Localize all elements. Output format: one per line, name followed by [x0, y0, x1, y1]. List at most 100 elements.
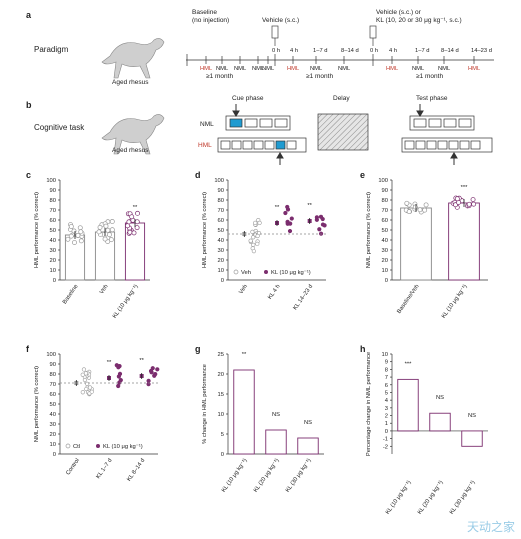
timeline-tick-label: NML	[216, 66, 229, 72]
y-tick-label: 60	[50, 392, 56, 398]
data-point	[89, 389, 94, 394]
timeline-tick-label: NML	[338, 66, 351, 72]
y-tick-label: 80	[50, 372, 56, 378]
y-axis-label: NML performance (% correct)	[366, 192, 372, 268]
data-point	[412, 204, 418, 210]
y-tick-label: 90	[50, 362, 56, 368]
y-tick-label: 80	[50, 198, 56, 204]
data-point	[251, 235, 256, 240]
y-tick-label: 40	[382, 238, 388, 244]
data-point	[71, 228, 77, 234]
month-label-1: ≥1 month	[206, 73, 233, 80]
y-tick-label: -2	[383, 444, 388, 450]
y-tick-label: 20	[382, 258, 388, 264]
y-tick-label: 8	[385, 367, 388, 373]
data-point	[85, 381, 90, 386]
data-point	[253, 220, 258, 225]
data-point	[134, 225, 140, 231]
data-point	[417, 207, 423, 213]
data-point	[80, 390, 85, 395]
monkey-icon	[101, 114, 165, 155]
y-tick-label: 0	[221, 278, 224, 284]
significance-label: ***	[461, 185, 469, 191]
y-tick-label: 9	[385, 360, 388, 366]
panel-label-e: e	[360, 170, 365, 180]
legend-label: KL (10 μg kg⁻¹)	[103, 444, 143, 450]
data-point	[72, 240, 77, 245]
data-point	[150, 366, 155, 371]
y-tick-label: 2	[385, 414, 388, 420]
panel-label-b: b	[26, 100, 32, 110]
data-point	[287, 228, 293, 234]
cognitive-label: Cognitive task	[34, 123, 85, 132]
cue-phase: Cue phase	[232, 95, 264, 102]
timeline-time-label: 4 h	[389, 48, 397, 54]
x-tick-label: KL 8–14 d	[126, 458, 146, 483]
nml-label: NML	[200, 121, 214, 128]
panel-label-h: h	[360, 344, 366, 354]
data-point	[78, 229, 84, 235]
y-tick-label: 60	[218, 218, 224, 224]
data-point	[126, 219, 132, 225]
chart-panel-e: 0 10 20 30 40 50 60 70 80 90 100 NML performance (%…	[366, 178, 488, 320]
x-tick-label: KL 1–7 d	[96, 458, 114, 480]
monkey-icon	[101, 38, 165, 79]
data-point	[103, 223, 109, 229]
data-point	[68, 224, 74, 229]
data-point	[471, 201, 477, 207]
data-point	[135, 210, 140, 216]
y-tick-label: 100	[46, 178, 56, 184]
y-tick-label: 20	[50, 432, 56, 438]
y-tick-label: 80	[218, 198, 224, 204]
timeline-tick-label: NML	[262, 66, 275, 72]
timeline-tick-label: HML	[468, 66, 481, 72]
timeline-time-label: 8–14 d	[341, 48, 359, 54]
vehicle-sc: Vehicle (s.c.)	[262, 17, 299, 24]
data-point	[422, 207, 428, 213]
y-tick-label: 90	[218, 188, 224, 194]
paradigm-animal: Aged rhesus	[112, 79, 149, 86]
data-point	[82, 377, 88, 383]
y-tick-label: 10	[218, 268, 224, 274]
y-tick-label: 90	[382, 188, 388, 194]
data-point	[153, 371, 158, 377]
significance-label: **	[133, 205, 138, 211]
significance-label: **	[242, 352, 247, 358]
data-point	[318, 231, 324, 236]
significance-label: NS	[468, 413, 476, 419]
y-tick-label: 1	[385, 421, 388, 427]
y-axis-label: HML performance (% correct)	[34, 192, 40, 268]
x-tick-label: Control	[65, 458, 81, 477]
data-point	[251, 249, 256, 254]
x-tick-label: KL 14–23 d	[292, 284, 314, 312]
data-point	[68, 233, 74, 239]
y-tick-label: 30	[50, 422, 56, 428]
syringe-icon	[271, 25, 377, 46]
timeline-time-label: 0 h	[370, 48, 378, 54]
y-tick-label: 70	[382, 208, 388, 214]
panel-label-d: d	[195, 170, 201, 180]
legend-marker	[96, 444, 100, 448]
y-tick-label: 70	[50, 382, 56, 388]
y-tick-label: 25	[218, 352, 224, 358]
bar	[297, 437, 319, 455]
y-tick-label: 20	[218, 258, 224, 264]
significance-label: **	[139, 358, 144, 364]
legend-marker	[233, 269, 239, 275]
y-tick-label: 0	[385, 429, 388, 435]
x-tick-label: KL 4 h	[267, 284, 281, 301]
legend-label: Veh	[241, 270, 251, 276]
y-tick-label: 6	[385, 383, 388, 389]
y-tick-label: 60	[50, 218, 56, 224]
y-tick-label: 100	[46, 352, 56, 358]
y-tick-label: 0	[221, 452, 224, 458]
data-point	[155, 367, 160, 372]
data-point	[314, 217, 319, 222]
y-tick-label: 15	[218, 392, 224, 398]
y-tick-label: 0	[53, 278, 56, 284]
x-tick-label: KL (20 μg kg⁻¹)	[417, 480, 445, 516]
timeline-time-label: 1–7 d	[415, 48, 430, 54]
timeline-tick-label: HML	[287, 66, 300, 72]
